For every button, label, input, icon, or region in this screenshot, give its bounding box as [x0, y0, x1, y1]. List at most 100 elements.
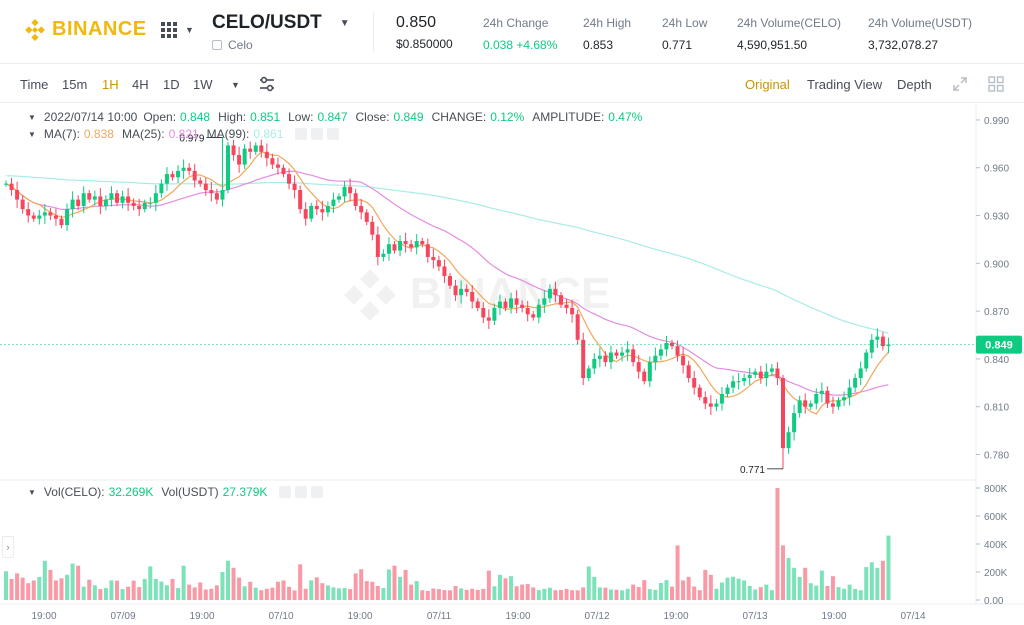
candle: [65, 203, 70, 231]
price-chart[interactable]: BINANCE 0.990 0.960 0.930 0.900 0.870 0.840 0.…: [0, 104, 1024, 625]
volume-bar: [214, 585, 219, 600]
candle-body: [830, 403, 835, 407]
volume-bar: [731, 576, 736, 600]
volume-bar: [303, 588, 308, 600]
candle-body: [4, 183, 8, 185]
candle-body: [431, 256, 436, 261]
candle-body: [581, 339, 586, 379]
volume-bar: [226, 560, 230, 600]
volume-bar: [98, 589, 103, 600]
fullscreen-icon[interactable]: [952, 76, 968, 92]
volume-bar: [581, 587, 586, 600]
volume-bar: [81, 586, 86, 600]
candle: [386, 237, 391, 261]
volume-bars: [4, 488, 891, 600]
brand-logo[interactable]: BINANCE: [24, 18, 147, 41]
volume-bar: [886, 535, 891, 600]
volume-tick-label: 200K: [984, 568, 1008, 579]
view-tab-original[interactable]: Original: [745, 77, 790, 92]
candle: [775, 362, 780, 386]
candle: [81, 186, 86, 213]
view-tab-depth[interactable]: Depth: [897, 77, 932, 92]
toggle-visibility-icon[interactable]: [295, 128, 308, 140]
candle-body: [592, 358, 597, 369]
candle: [170, 170, 175, 181]
candle-body: [159, 183, 164, 194]
timeframe-1d[interactable]: 1D: [163, 77, 180, 92]
candle: [164, 167, 169, 191]
candle: [303, 202, 308, 226]
volume-bar: [248, 581, 253, 600]
settings-icon[interactable]: [311, 128, 324, 140]
volume-bar: [847, 584, 852, 600]
ohlc-change: 0.12%: [490, 110, 525, 124]
apps-menu-button[interactable]: ▼: [161, 22, 194, 38]
timeframe-time[interactable]: Time: [20, 77, 49, 92]
candle: [375, 226, 380, 266]
candle-body: [198, 180, 203, 184]
candle-body: [76, 199, 81, 206]
candle-body: [819, 390, 824, 394]
price-tick-label: 0.780: [984, 451, 1009, 462]
chevron-down-icon: ▼: [185, 25, 194, 35]
volume-bar: [742, 580, 747, 600]
candlestick-chart-svg[interactable]: BINANCE 0.9900.9600.9300.9000.8700.8400.…: [0, 104, 1024, 625]
timeframe-4h[interactable]: 4H: [132, 77, 149, 92]
candle-body: [653, 355, 658, 363]
volume-bar: [142, 579, 147, 600]
stat-value: 0.771: [662, 38, 693, 52]
close-icon[interactable]: [311, 486, 324, 498]
settings-icon[interactable]: [295, 486, 308, 498]
expand-panel-button[interactable]: ›: [2, 536, 14, 558]
current-price-tag: [976, 335, 1022, 354]
ma25-label: MA(25):: [121, 127, 165, 141]
candle-body: [847, 387, 852, 398]
timeframe-15m[interactable]: 15m: [62, 77, 88, 92]
pair-selector[interactable]: CELO/USDT ▼ Celo: [212, 12, 350, 52]
close-icon[interactable]: [327, 128, 340, 140]
candle: [647, 356, 652, 387]
candle-body: [176, 170, 181, 178]
layout-grid-icon[interactable]: [988, 76, 1004, 92]
timeframe-1w[interactable]: 1W: [193, 77, 213, 92]
volume-bar: [342, 588, 347, 600]
candle-body: [736, 381, 741, 383]
candle-body: [647, 362, 652, 382]
candle: [370, 216, 375, 241]
volume-bar: [409, 584, 414, 600]
volume-bar: [719, 582, 724, 600]
collapse-triangle-icon[interactable]: ▼: [28, 112, 36, 122]
candle-body: [87, 193, 92, 200]
candle-body: [509, 298, 514, 308]
volume-bar: [9, 579, 14, 600]
ma-legend: ▼ MA(7): 0.838 MA(25): 0.821 MA(99): 0.8…: [28, 127, 340, 141]
candle: [814, 388, 819, 410]
candle: [259, 139, 264, 158]
volume-bar: [475, 589, 480, 600]
candle-body: [348, 186, 353, 194]
candle: [431, 248, 436, 269]
volume-bar: [259, 590, 264, 600]
candle: [4, 180, 8, 187]
volume-bar: [586, 566, 591, 600]
more-timeframes-chevron-down-icon[interactable]: ▼: [231, 80, 240, 90]
stat-24h-low: 24h Low 0.771: [662, 16, 707, 52]
volume-bar: [514, 586, 519, 600]
volume-tick-label: 0.00: [984, 596, 1004, 607]
candle: [275, 157, 280, 175]
candle: [786, 426, 791, 454]
collapse-triangle-icon[interactable]: ▼: [28, 487, 36, 497]
candle-body: [559, 295, 563, 305]
candle-body: [708, 403, 713, 407]
candle: [76, 195, 81, 211]
candle-body: [597, 355, 602, 359]
volume-bar: [264, 588, 269, 600]
toggle-visibility-icon[interactable]: [279, 486, 292, 498]
collapse-triangle-icon[interactable]: ▼: [28, 129, 36, 139]
timeframe-1h[interactable]: 1H: [102, 77, 119, 92]
candle: [392, 241, 397, 254]
candle-body: [370, 221, 375, 235]
view-tab-trading-view[interactable]: Trading View: [807, 77, 883, 92]
settings-sliders-icon[interactable]: [259, 76, 275, 92]
candle-body: [775, 368, 780, 379]
